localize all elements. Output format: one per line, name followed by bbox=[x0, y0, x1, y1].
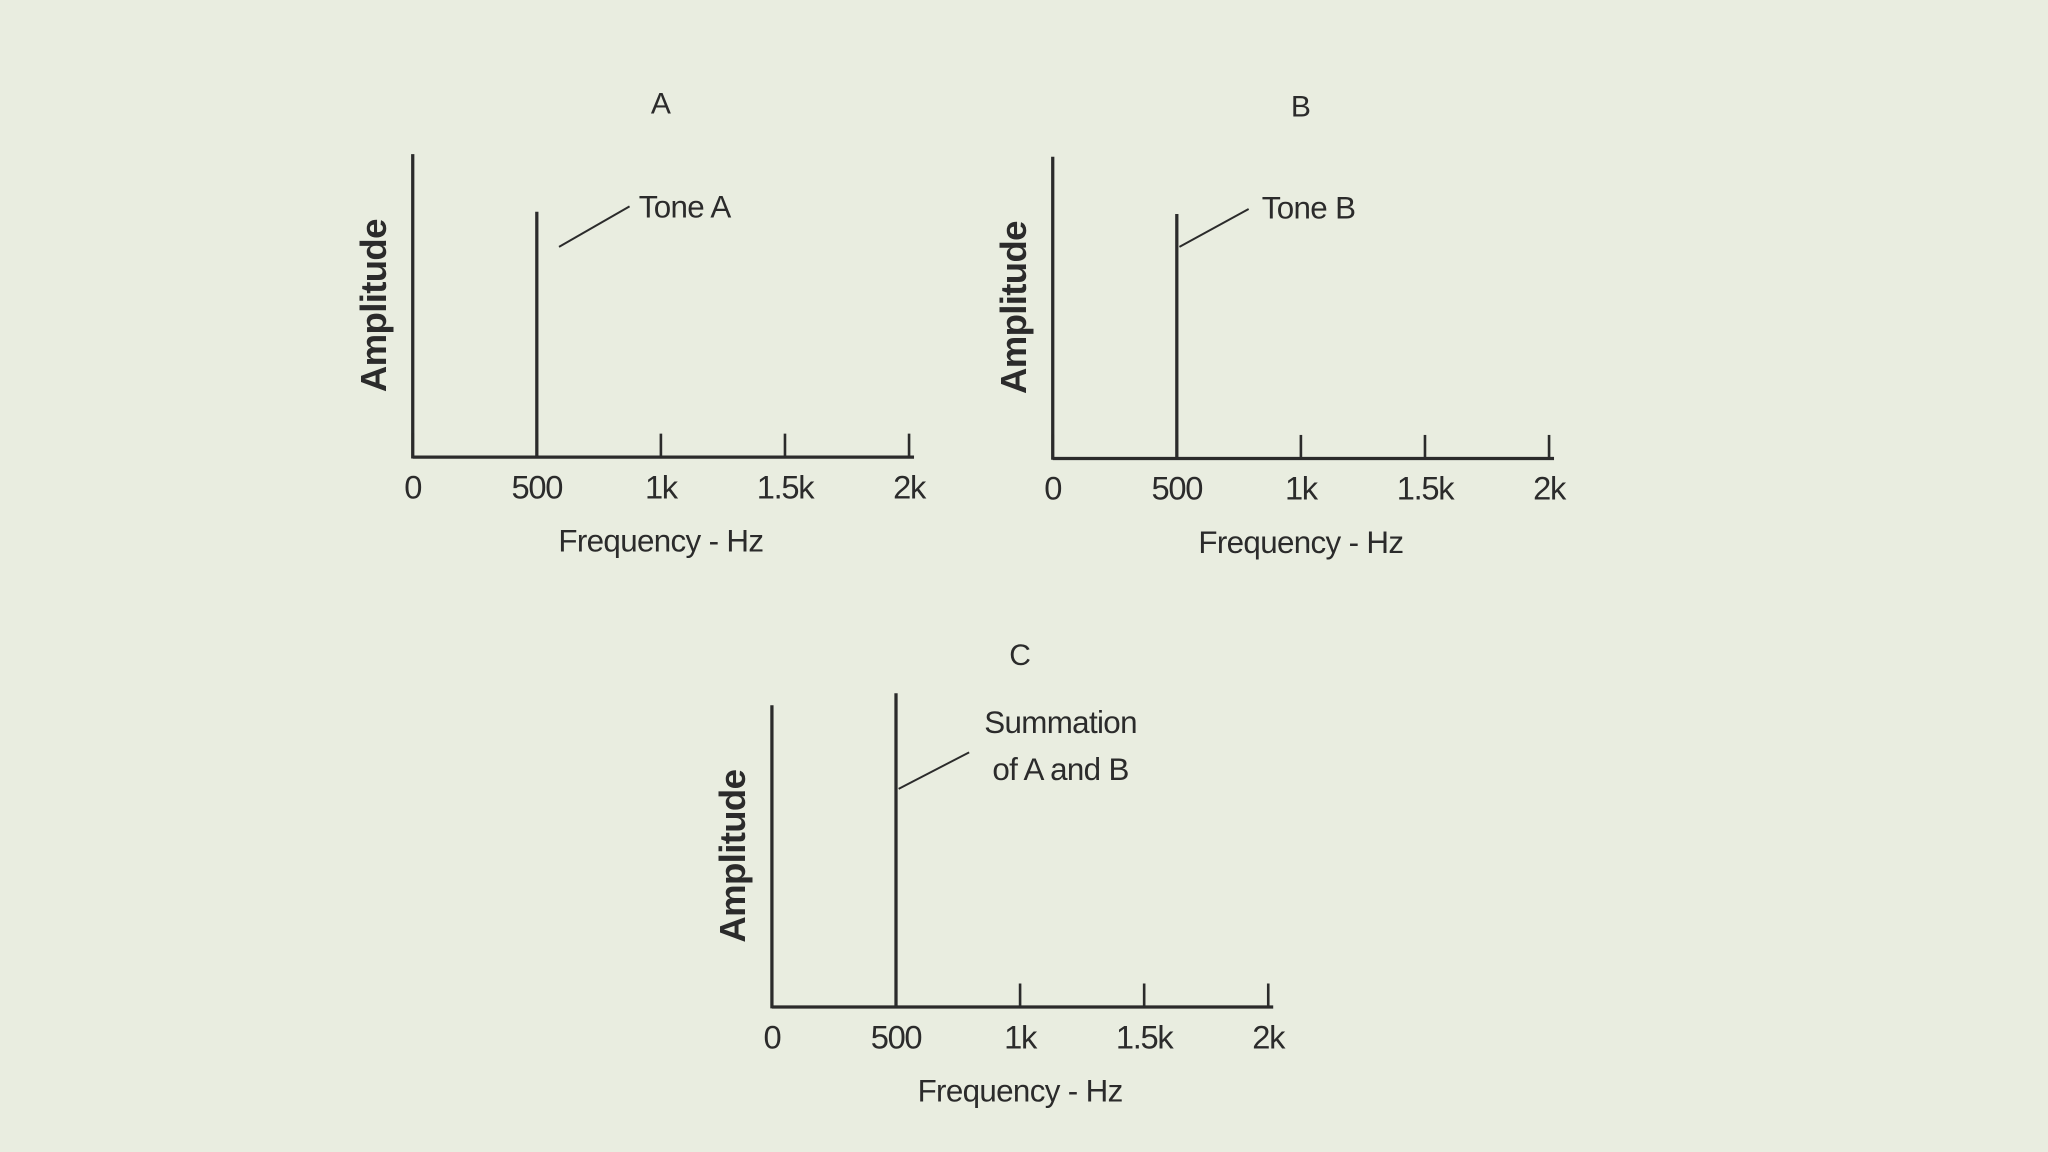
annotation-leader bbox=[898, 751, 970, 790]
x-tick-label: 0 bbox=[763, 1018, 780, 1055]
x-axis-label: Frequency - Hz bbox=[1198, 525, 1403, 560]
x-tick-label: 500 bbox=[512, 468, 563, 505]
y-axis-label: Amplitude bbox=[353, 219, 394, 392]
x-tick-label: 0 bbox=[404, 468, 421, 505]
y-axis-label: Amplitude bbox=[993, 221, 1034, 394]
chart-title: A bbox=[651, 88, 671, 121]
x-tick-label: 2k bbox=[1252, 1018, 1286, 1055]
x-tick-label: 1k bbox=[1004, 1018, 1038, 1055]
x-tick-label: 1.5k bbox=[1397, 470, 1455, 507]
x-tick-label: 2k bbox=[893, 468, 927, 505]
x-axis-label: Frequency - Hz bbox=[558, 524, 763, 559]
x-tick-label: 1k bbox=[645, 468, 679, 505]
y-axis-label: Amplitude bbox=[712, 769, 753, 942]
x-tick-label: 0 bbox=[1044, 470, 1061, 507]
chart-title: B bbox=[1291, 90, 1311, 123]
x-tick-label: 1.5k bbox=[757, 468, 815, 505]
chart-title: C bbox=[1009, 639, 1031, 672]
x-axis-label: Frequency - Hz bbox=[918, 1074, 1123, 1109]
x-tick-label: 2k bbox=[1533, 470, 1567, 507]
x-tick-label: 1k bbox=[1285, 470, 1319, 507]
annotation: of A and B bbox=[992, 752, 1128, 787]
x-tick-label: 500 bbox=[871, 1018, 922, 1055]
annotation-leader bbox=[1178, 208, 1250, 248]
annotation: Tone A bbox=[639, 189, 732, 224]
annotation: Tone B bbox=[1262, 191, 1356, 226]
x-tick-label: 500 bbox=[1152, 470, 1203, 507]
x-tick-label: 1.5k bbox=[1116, 1018, 1174, 1055]
annotation: Summation bbox=[984, 705, 1137, 740]
annotation-leader bbox=[558, 205, 631, 248]
